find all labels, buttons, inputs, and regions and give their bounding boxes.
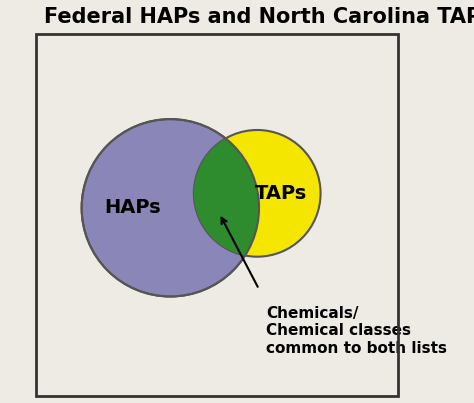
Circle shape	[194, 130, 320, 257]
Circle shape	[82, 119, 259, 297]
Text: TAPs: TAPs	[255, 184, 307, 203]
Text: Federal HAPs and North Carolina TAPs: Federal HAPs and North Carolina TAPs	[44, 7, 474, 27]
Text: Chemicals/
Chemical classes
common to both lists: Chemicals/ Chemical classes common to bo…	[266, 306, 447, 356]
Circle shape	[82, 119, 259, 297]
Circle shape	[82, 119, 259, 297]
Text: HAPs: HAPs	[104, 198, 161, 217]
